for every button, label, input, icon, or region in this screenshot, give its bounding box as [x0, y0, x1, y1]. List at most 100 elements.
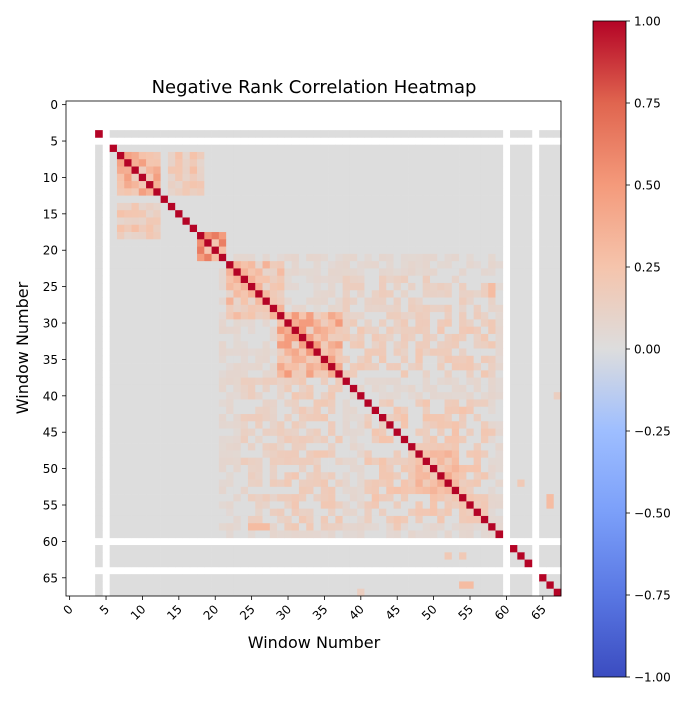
- heatmap-cell: [255, 406, 263, 415]
- heatmap-cell: [429, 304, 438, 313]
- heatmap-cell: [306, 275, 314, 284]
- heatmap-cell: [153, 581, 161, 590]
- heatmap-cell: [488, 268, 496, 277]
- heatmap-cell: [400, 421, 409, 429]
- heatmap-cell: [466, 428, 474, 437]
- heatmap-cell: [335, 355, 343, 364]
- heatmap-cell: [459, 545, 467, 553]
- heatmap-cell: [138, 232, 147, 240]
- heatmap-cell: [357, 297, 365, 306]
- heatmap-cell: [422, 202, 431, 211]
- heatmap-cell: [393, 239, 402, 247]
- heatmap-cell: [524, 217, 533, 226]
- heatmap-cell: [131, 545, 140, 553]
- heatmap-cell: [211, 530, 220, 539]
- heatmap-cell: [167, 523, 176, 531]
- heatmap-cell: [342, 472, 351, 480]
- heatmap-cell: [437, 224, 445, 233]
- heatmap-cell: [116, 232, 125, 240]
- heatmap-cell: [131, 384, 140, 393]
- heatmap-cell: [335, 312, 343, 320]
- heatmap-cell: [247, 297, 256, 306]
- heatmap-cell: [320, 224, 329, 233]
- heatmap-cell: [429, 210, 438, 218]
- diagonal-cell: [284, 319, 293, 328]
- heatmap-cell: [146, 370, 154, 378]
- heatmap-cell: [328, 173, 336, 182]
- heatmap-cell: [328, 217, 336, 226]
- heatmap-cell: [320, 479, 329, 488]
- heatmap-cell: [109, 363, 118, 371]
- heatmap-cell: [415, 377, 424, 386]
- heatmap-cell: [291, 508, 300, 517]
- heatmap-cell: [95, 552, 103, 560]
- heatmap-cell: [495, 312, 504, 320]
- heatmap-cell: [488, 210, 496, 218]
- heatmap-cell: [313, 530, 322, 539]
- heatmap-cell: [357, 421, 365, 429]
- heatmap-cell: [422, 399, 431, 408]
- heatmap-cell: [233, 144, 242, 153]
- heatmap-cell: [459, 355, 467, 364]
- heatmap-cell: [517, 399, 525, 408]
- heatmap-cell: [277, 552, 285, 560]
- heatmap-cell: [306, 355, 314, 364]
- diagonal-cell: [124, 159, 132, 167]
- heatmap-cell: [335, 210, 343, 218]
- heatmap-cell: [357, 144, 365, 153]
- heatmap-cell: [364, 494, 373, 502]
- heatmap-cell: [488, 472, 496, 480]
- heatmap-cell: [415, 151, 424, 160]
- heatmap-cell: [240, 341, 249, 349]
- heatmap-cell: [116, 501, 125, 509]
- heatmap-cell: [459, 130, 467, 138]
- heatmap-cell: [226, 217, 234, 226]
- heatmap-cell: [218, 202, 227, 211]
- heatmap-cell: [124, 210, 132, 218]
- heatmap-cell: [189, 588, 198, 597]
- heatmap-cell: [189, 530, 198, 539]
- heatmap-cell: [233, 450, 242, 459]
- heatmap-cell: [422, 210, 431, 218]
- heatmap-cell: [306, 319, 314, 328]
- heatmap-cell: [138, 166, 147, 175]
- heatmap-cell: [444, 494, 453, 502]
- heatmap-cell: [546, 545, 555, 553]
- heatmap-cell: [546, 290, 555, 298]
- heatmap-cell: [277, 210, 285, 218]
- heatmap-cell: [197, 392, 205, 400]
- heatmap-cell: [313, 195, 322, 204]
- heatmap-cell: [240, 181, 249, 189]
- heatmap-cell: [539, 406, 547, 415]
- heatmap-cell: [277, 232, 285, 240]
- heatmap-cell: [255, 457, 263, 466]
- heatmap-cell: [524, 399, 533, 408]
- heatmap-cell: [109, 392, 118, 400]
- heatmap-cell: [415, 232, 424, 240]
- heatmap-cell: [306, 144, 314, 153]
- heatmap-cell: [153, 363, 161, 371]
- heatmap-cell: [408, 355, 416, 364]
- heatmap-cell: [510, 188, 518, 196]
- heatmap-cell: [386, 545, 394, 553]
- heatmap-cell: [320, 435, 329, 444]
- heatmap-cell: [459, 326, 467, 335]
- heatmap-cell: [349, 232, 358, 240]
- heatmap-cell: [320, 363, 329, 371]
- heatmap-cell: [218, 472, 227, 480]
- heatmap-cell: [539, 341, 547, 349]
- heatmap-cell: [197, 217, 205, 226]
- heatmap-cell: [211, 166, 220, 175]
- heatmap-cell: [466, 326, 474, 335]
- heatmap-cell: [226, 479, 234, 488]
- heatmap-cell: [226, 523, 234, 531]
- heatmap-cell: [349, 297, 358, 306]
- heatmap-cell: [539, 523, 547, 531]
- heatmap-cell: [342, 552, 351, 560]
- y-tick-label: 60: [43, 535, 58, 549]
- heatmap-cell: [167, 355, 176, 364]
- heatmap-cell: [247, 523, 256, 531]
- heatmap-cell: [167, 450, 176, 459]
- heatmap-cell: [298, 414, 307, 422]
- heatmap-cell: [138, 202, 147, 211]
